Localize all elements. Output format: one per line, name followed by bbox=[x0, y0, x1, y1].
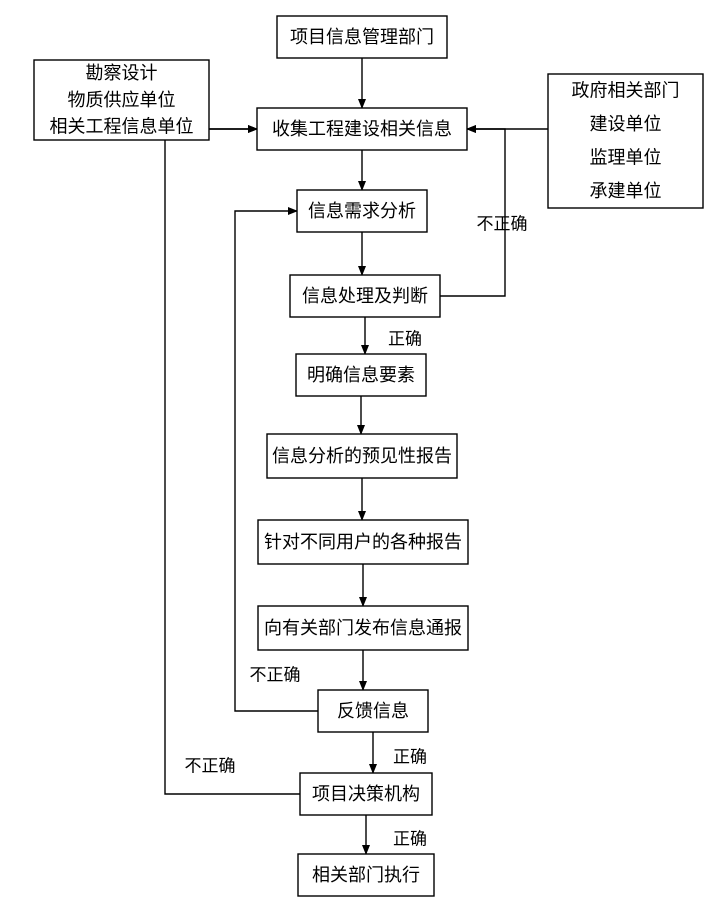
node-process: 信息处理及判断 bbox=[290, 275, 440, 317]
node-process-label: 信息处理及判断 bbox=[302, 286, 428, 306]
node-left: 勘察设计物质供应单位相关工程信息单位 bbox=[34, 60, 209, 140]
node-execute: 相关部门执行 bbox=[298, 854, 434, 896]
node-elements-label: 明确信息要素 bbox=[307, 365, 415, 385]
node-right: 政府相关部门建设单位监理单位承建单位 bbox=[548, 74, 703, 208]
node-collect-label: 收集工程建设相关信息 bbox=[272, 119, 452, 139]
edge-label-incorrect3: 不正确 bbox=[185, 756, 236, 775]
edge-label-correct2: 正确 bbox=[393, 747, 427, 766]
node-decision: 项目决策机构 bbox=[300, 773, 432, 815]
node-top: 项目信息管理部门 bbox=[277, 16, 447, 58]
node-foresight: 信息分析的预见性报告 bbox=[267, 434, 457, 478]
flowchart-canvas: 项目信息管理部门勘察设计物质供应单位相关工程信息单位 政府相关部门建设单位监理单位… bbox=[0, 0, 720, 903]
node-reports-label: 针对不同用户的各种报告 bbox=[264, 532, 462, 552]
node-left-line-0: 勘察设计 bbox=[86, 63, 158, 83]
node-top-label: 项目信息管理部门 bbox=[290, 27, 434, 47]
node-foresight-label: 信息分析的预见性报告 bbox=[272, 446, 452, 466]
node-publish: 向有关部门发布信息通报 bbox=[258, 606, 468, 650]
node-execute-label: 相关部门执行 bbox=[312, 865, 420, 885]
edge-label-correct3: 正确 bbox=[393, 829, 427, 848]
node-right-line-1: 建设单位 bbox=[590, 114, 662, 134]
edge-label-correct1: 正确 bbox=[388, 329, 422, 348]
node-publish-label: 向有关部门发布信息通报 bbox=[264, 618, 462, 638]
edge bbox=[440, 129, 505, 296]
node-collect: 收集工程建设相关信息 bbox=[257, 108, 467, 150]
node-right-line-0: 政府相关部门 bbox=[572, 81, 680, 101]
node-right-line-3: 承建单位 bbox=[590, 181, 662, 201]
edge-label-incorrect2: 不正确 bbox=[250, 665, 301, 684]
node-reports: 针对不同用户的各种报告 bbox=[258, 520, 468, 564]
node-decision-label: 项目决策机构 bbox=[312, 784, 420, 804]
node-left-line-2: 相关工程信息单位 bbox=[50, 116, 194, 136]
edge-label-incorrect1: 不正确 bbox=[477, 214, 528, 233]
node-elements: 明确信息要素 bbox=[296, 354, 426, 396]
node-analyze: 信息需求分析 bbox=[297, 190, 427, 232]
node-left-line-1: 物质供应单位 bbox=[68, 90, 176, 110]
node-feedback-label: 反馈信息 bbox=[337, 701, 409, 721]
node-feedback: 反馈信息 bbox=[318, 690, 428, 732]
node-analyze-label: 信息需求分析 bbox=[308, 201, 416, 221]
node-right-line-2: 监理单位 bbox=[590, 148, 662, 168]
